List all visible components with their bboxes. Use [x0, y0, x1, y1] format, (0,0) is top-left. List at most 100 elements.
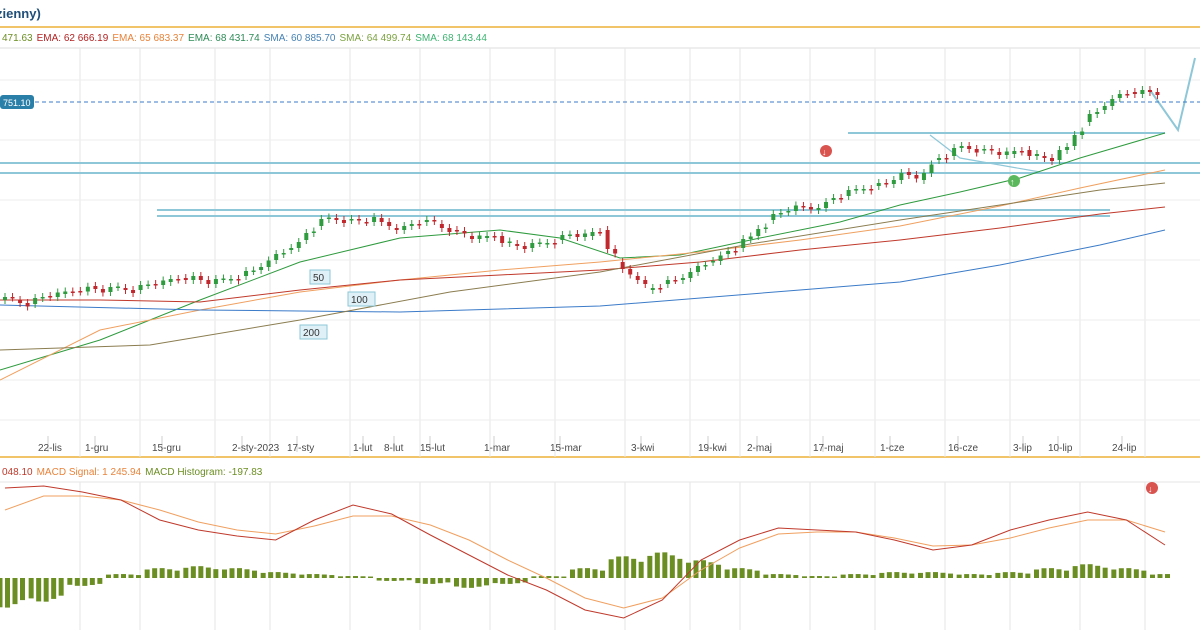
- candle-body: [462, 231, 467, 234]
- macd-hist-bar: [1141, 570, 1147, 578]
- macd-hist-bar: [654, 552, 660, 578]
- macd-hist-bar: [901, 572, 907, 578]
- macd-hist-bar: [1056, 569, 1062, 578]
- macd-hist-bar: [553, 576, 559, 578]
- candle-body: [402, 226, 407, 230]
- macd-hist-bar: [198, 566, 204, 578]
- macd-hist-bar: [469, 578, 474, 588]
- macd-hist-bar: [855, 574, 861, 578]
- macd-hist-bar: [507, 578, 513, 584]
- x-tick-label-3: 2-sty-2023: [232, 443, 280, 454]
- candle-body: [515, 244, 520, 246]
- grid: [0, 47, 1200, 630]
- candle-body: [228, 279, 233, 281]
- candle-body: [605, 230, 610, 249]
- candle-body: [409, 224, 414, 226]
- candle-body: [206, 280, 211, 284]
- macd-hist-bar: [894, 572, 900, 578]
- macd-legend-entry-0: 048.10: [2, 467, 33, 478]
- macd-hist-bar: [1095, 565, 1101, 578]
- x-tick-label-12: 2-maj: [747, 443, 772, 454]
- x-tick-label-2: 15-gru: [152, 443, 181, 454]
- candle-body: [33, 298, 38, 304]
- macd-hist-bar: [338, 576, 343, 578]
- macd-hist-bar: [252, 570, 257, 578]
- macd-hist-bar: [817, 576, 822, 578]
- candle-body: [424, 220, 429, 222]
- macd-hist-bar: [956, 574, 962, 578]
- ma-label-box-0: [309, 269, 331, 285]
- candle-body: [25, 303, 30, 307]
- x-tick-label-13: 17-maj: [813, 443, 844, 454]
- candle-body: [876, 183, 881, 186]
- macd-hist-bar: [1165, 574, 1170, 578]
- ma-label-1: 100: [351, 295, 368, 306]
- candle-body: [100, 289, 105, 293]
- ema-red-line: [0, 206, 1166, 303]
- candle-body: [808, 207, 813, 210]
- macd-hist-bar: [747, 569, 753, 578]
- candle-body: [1065, 147, 1070, 150]
- macd-hist-bar: [754, 570, 760, 578]
- candle-body: [583, 233, 587, 237]
- candle-body: [115, 286, 120, 288]
- macd-hist-bar: [430, 578, 436, 584]
- macd-hist-bar: [167, 569, 173, 578]
- macd-hist-bar: [600, 570, 605, 578]
- page-title: zienny): [0, 6, 41, 21]
- candle-body: [138, 285, 143, 290]
- candle-body: [997, 152, 1002, 155]
- candle-body: [319, 219, 324, 226]
- candle-body: [274, 254, 279, 260]
- candle-body: [40, 297, 45, 299]
- candle-body: [929, 164, 934, 173]
- macd-hist-bar: [1034, 569, 1039, 578]
- macd-legend: 048.10 MACD Signal: 1 245.94 MACD Histogra…: [2, 467, 266, 478]
- macd-hist-bar: [1049, 568, 1054, 578]
- macd-hist-bar: [299, 574, 305, 578]
- macd-signal-line: [4, 495, 1166, 609]
- macd-hist-bar: [222, 569, 227, 578]
- macd-hist-bar: [732, 568, 738, 578]
- macd-hist-bar: [531, 576, 537, 578]
- candle-body: [989, 149, 994, 151]
- macd-hist-bar: [268, 572, 274, 578]
- legend-entry-5: SMA: 64 499.74: [339, 33, 412, 44]
- macd-hist-bar: [763, 574, 769, 578]
- down-arrow-glyph: ↓: [822, 147, 827, 157]
- candle-body: [560, 235, 565, 240]
- candle-body: [741, 239, 746, 248]
- candle-body: [643, 280, 648, 284]
- macd-legend-entry-2: MACD Histogram: -197.83: [145, 467, 263, 478]
- candle-body: [854, 189, 859, 191]
- macd-hist-bar: [693, 560, 699, 578]
- macd-hist-bar: [585, 568, 590, 578]
- price-tag: [0, 95, 34, 109]
- macd-hist-bar: [770, 574, 776, 578]
- macd-hist-bar: [306, 574, 312, 578]
- macd-hist-bar: [190, 566, 196, 578]
- x-tick-label-0: 22-lis: [38, 443, 62, 454]
- ma-label-box-2: [299, 324, 328, 340]
- candle-body: [191, 276, 196, 280]
- macd-hist-bar: [399, 578, 405, 581]
- legend-entry-2: EMA: 65 683.37: [112, 33, 185, 44]
- candle-body: [379, 218, 384, 222]
- macd-hist-bar: [1064, 570, 1069, 578]
- candle-body: [786, 211, 791, 213]
- candle-body: [55, 292, 60, 297]
- candle-body: [1117, 94, 1122, 98]
- macd-hist-bar: [608, 559, 614, 578]
- up-arrow-icon: [1008, 175, 1020, 187]
- macd-hist-bar: [106, 574, 111, 578]
- macd-hist-bar: [89, 578, 95, 585]
- candle-body: [718, 255, 723, 261]
- macd-hist-bar: [422, 578, 428, 584]
- macd-hist-bar: [964, 574, 970, 578]
- sma-200-line: [0, 182, 1166, 351]
- candle-body: [1057, 150, 1062, 160]
- candle-body: [884, 183, 889, 185]
- candle-body: [221, 278, 226, 280]
- ma-label-2: 200: [303, 328, 320, 339]
